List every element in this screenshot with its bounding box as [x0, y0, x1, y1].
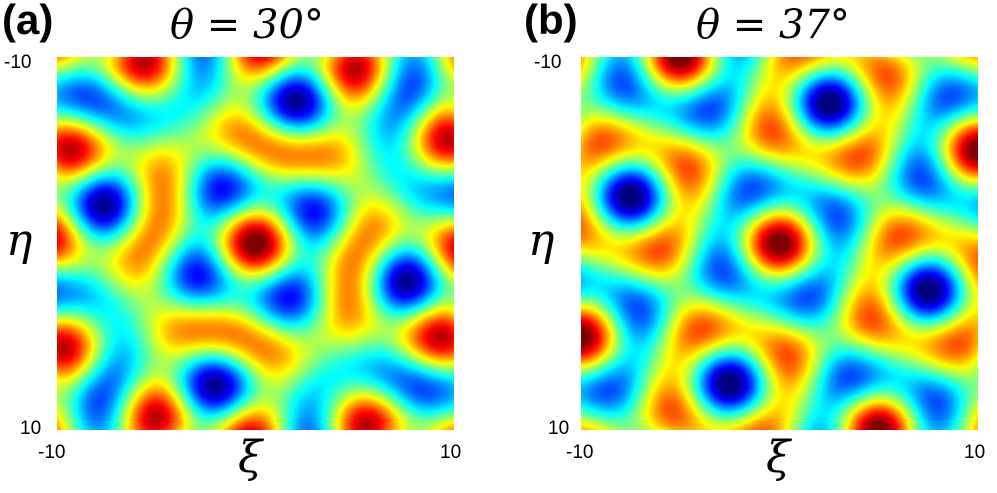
- panel-a: (a) θ = 30° -10 10 η -10 10 ξ: [0, 0, 498, 493]
- panel-label: (a): [2, 0, 54, 43]
- y-axis-label: η: [6, 215, 33, 266]
- chart-title: θ = 30°: [170, 2, 324, 48]
- heatmap-plot: [581, 57, 978, 430]
- y-tick-label: 10: [548, 418, 570, 439]
- panel-b: (b) θ = 37° -10 10 η -10 10 ξ: [498, 0, 996, 493]
- x-tick-label: 10: [440, 442, 462, 463]
- y-tick-label: -10: [4, 52, 32, 73]
- chart-title: θ = 37°: [696, 2, 850, 48]
- heatmap-plot: [57, 57, 454, 430]
- x-tick-label: -10: [38, 442, 66, 463]
- x-axis-label: ξ: [766, 432, 791, 483]
- y-tick-label: -10: [534, 52, 562, 73]
- y-axis-label: η: [528, 215, 555, 266]
- panel-label: (b): [524, 0, 578, 43]
- y-tick-label: 10: [20, 418, 42, 439]
- x-tick-label: -10: [566, 442, 594, 463]
- x-tick-label: 10: [964, 442, 986, 463]
- x-axis-label: ξ: [238, 432, 263, 483]
